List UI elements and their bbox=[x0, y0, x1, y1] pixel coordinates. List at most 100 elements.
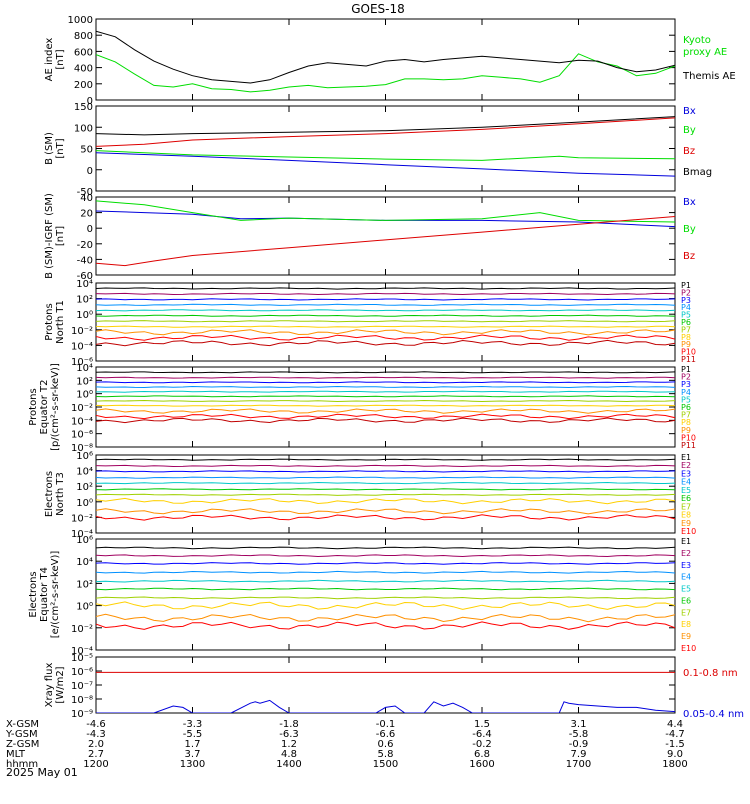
channel-line-p6 bbox=[96, 395, 675, 398]
y-tick-label: 10⁻⁷ bbox=[71, 681, 93, 692]
y-tick-label: 10⁻⁴ bbox=[71, 646, 93, 657]
y-tick-label: 10⁻² bbox=[71, 624, 93, 635]
panel-bigrf: -60 -40 -20 0 20 40 B (SM)-IGRF (SM) [nT] Bx By Bz bbox=[44, 193, 696, 282]
y-tick-label: 10⁰ bbox=[76, 498, 93, 509]
legend-label: 0.05-0.4 nm bbox=[683, 709, 744, 720]
channel-line-p6 bbox=[96, 314, 675, 317]
x-axis-value: 2.0 bbox=[88, 739, 104, 750]
y-axis-label: Protons bbox=[44, 303, 55, 340]
channel-label-e3: E3 bbox=[681, 561, 691, 570]
channel-label-e10: E10 bbox=[681, 644, 696, 653]
y-tick-label: 10⁴ bbox=[76, 279, 93, 290]
legend-label: By bbox=[683, 125, 696, 136]
channel-label-p9: P9 bbox=[681, 426, 691, 435]
y-axis-label: [nT] bbox=[55, 226, 66, 246]
x-axis-value: -4.7 bbox=[665, 729, 685, 740]
x-tick-label-hhmm: 1600 bbox=[469, 759, 494, 770]
series-line-bz bbox=[96, 216, 675, 267]
channel-label-p11: P11 bbox=[681, 441, 696, 450]
y-tick-label: 10² bbox=[76, 482, 93, 493]
channel-label-p1: P1 bbox=[681, 365, 691, 374]
channel-label-p2: P2 bbox=[681, 373, 691, 382]
channel-label-p8: P8 bbox=[681, 418, 691, 427]
panel-protons_t1: 10⁻⁶ 10⁻⁴ 10⁻² 10⁰ 10² 10⁴ Protons North T1 P1P2… bbox=[44, 279, 696, 368]
y-tick-label: 150 bbox=[74, 102, 93, 113]
channel-line-p11 bbox=[96, 417, 675, 424]
y-tick-label: 10⁻⁵ bbox=[71, 653, 93, 664]
panel-frame-protons_t2 bbox=[95, 366, 676, 448]
x-axis-value: -0.1 bbox=[376, 719, 396, 730]
channel-line-e3 bbox=[96, 562, 675, 565]
channel-line-p5 bbox=[96, 309, 675, 312]
x-axis-value: -5.8 bbox=[569, 729, 589, 740]
channel-label-p5: P5 bbox=[681, 311, 691, 320]
channel-line-p3 bbox=[96, 381, 675, 384]
channel-label-p10: P10 bbox=[681, 433, 696, 442]
panel-frame-ae bbox=[95, 18, 676, 101]
legend-label: Bmag bbox=[683, 167, 712, 178]
y-axis-label: Protons bbox=[28, 388, 39, 425]
channel-line-e4 bbox=[96, 570, 675, 574]
y-axis-label: Equator T4 bbox=[39, 567, 50, 622]
panel-electrons_t4: 10⁻⁴ 10⁻² 10⁰ 10² 10⁴ 10⁶ Electrons Equator T4[… bbox=[28, 535, 696, 657]
channel-label-p2: P2 bbox=[681, 288, 691, 297]
x-axis-value: 4.4 bbox=[667, 719, 683, 730]
channel-line-e6 bbox=[96, 488, 675, 491]
y-tick-label: 10⁶ bbox=[76, 535, 93, 546]
x-axis-row-label: hhmm bbox=[6, 759, 38, 770]
y-tick-label: 10² bbox=[76, 579, 93, 590]
channel-label-p3: P3 bbox=[681, 296, 691, 305]
channel-line-e5 bbox=[96, 481, 675, 485]
x-tick-label-hhmm: 1400 bbox=[276, 759, 301, 770]
channel-line-p1 bbox=[96, 371, 675, 374]
y-tick-label: -40 bbox=[77, 255, 93, 266]
y-tick-label: -50 bbox=[77, 187, 93, 198]
y-tick-label: 10⁴ bbox=[76, 557, 93, 568]
y-tick-label: 10⁻² bbox=[71, 513, 93, 524]
channel-line-e9 bbox=[96, 613, 675, 623]
panel-frame-xray bbox=[95, 656, 676, 714]
legend-label: Bx bbox=[683, 197, 696, 208]
y-tick-label: 1000 bbox=[68, 15, 93, 26]
y-tick-label: 10⁻⁸ bbox=[71, 695, 93, 706]
channel-label-e1: E1 bbox=[681, 453, 691, 462]
panel-frame-bsm bbox=[95, 105, 676, 192]
y-tick-label: 10⁻⁶ bbox=[71, 667, 93, 678]
x-axis-value: 4.8 bbox=[281, 749, 297, 760]
y-axis-label: North T1 bbox=[55, 300, 66, 344]
channel-line-e9 bbox=[96, 508, 675, 515]
y-tick-label: 20 bbox=[80, 209, 93, 220]
channel-label-e8: E8 bbox=[681, 620, 691, 629]
channel-label-p9: P9 bbox=[681, 340, 691, 349]
y-tick-label: 10⁻⁴ bbox=[71, 341, 93, 352]
channel-label-p3: P3 bbox=[681, 380, 691, 389]
channel-line-p8 bbox=[96, 325, 675, 328]
x-axis-value: -6.6 bbox=[376, 729, 396, 740]
x-axis-value: 2.7 bbox=[88, 749, 104, 760]
channel-line-p8 bbox=[96, 404, 675, 407]
y-tick-label: 10² bbox=[76, 376, 93, 387]
channel-label-p4: P4 bbox=[681, 303, 691, 312]
channel-label-e2: E2 bbox=[681, 549, 691, 558]
panel-bsm: -50 0 50 100 150 B (SM) [nT] Bx By Bz Bmag bbox=[44, 102, 712, 198]
x-axis-value: 0.6 bbox=[378, 739, 394, 750]
y-tick-label: 400 bbox=[74, 64, 93, 75]
y-tick-label: 50 bbox=[80, 145, 93, 156]
channel-line-e2 bbox=[96, 554, 675, 558]
channel-label-e3: E3 bbox=[681, 469, 691, 478]
channel-label-p6: P6 bbox=[681, 403, 691, 412]
channel-label-e10: E10 bbox=[681, 527, 696, 536]
x-axis-value: -4.3 bbox=[86, 729, 106, 740]
channel-line-p9 bbox=[96, 329, 675, 336]
x-axis-value: -4.6 bbox=[86, 719, 106, 730]
y-tick-label: 10⁴ bbox=[76, 467, 93, 478]
y-tick-label: 0 bbox=[87, 224, 93, 235]
y-axis-label: [nT] bbox=[55, 49, 66, 69]
series-line-by bbox=[96, 200, 675, 223]
channel-line-e10 bbox=[96, 514, 675, 521]
channel-line-e7 bbox=[96, 493, 675, 496]
y-tick-label: 10⁰ bbox=[76, 390, 93, 401]
x-axis-value: -1.5 bbox=[665, 739, 685, 750]
channel-label-e4: E4 bbox=[681, 573, 691, 582]
